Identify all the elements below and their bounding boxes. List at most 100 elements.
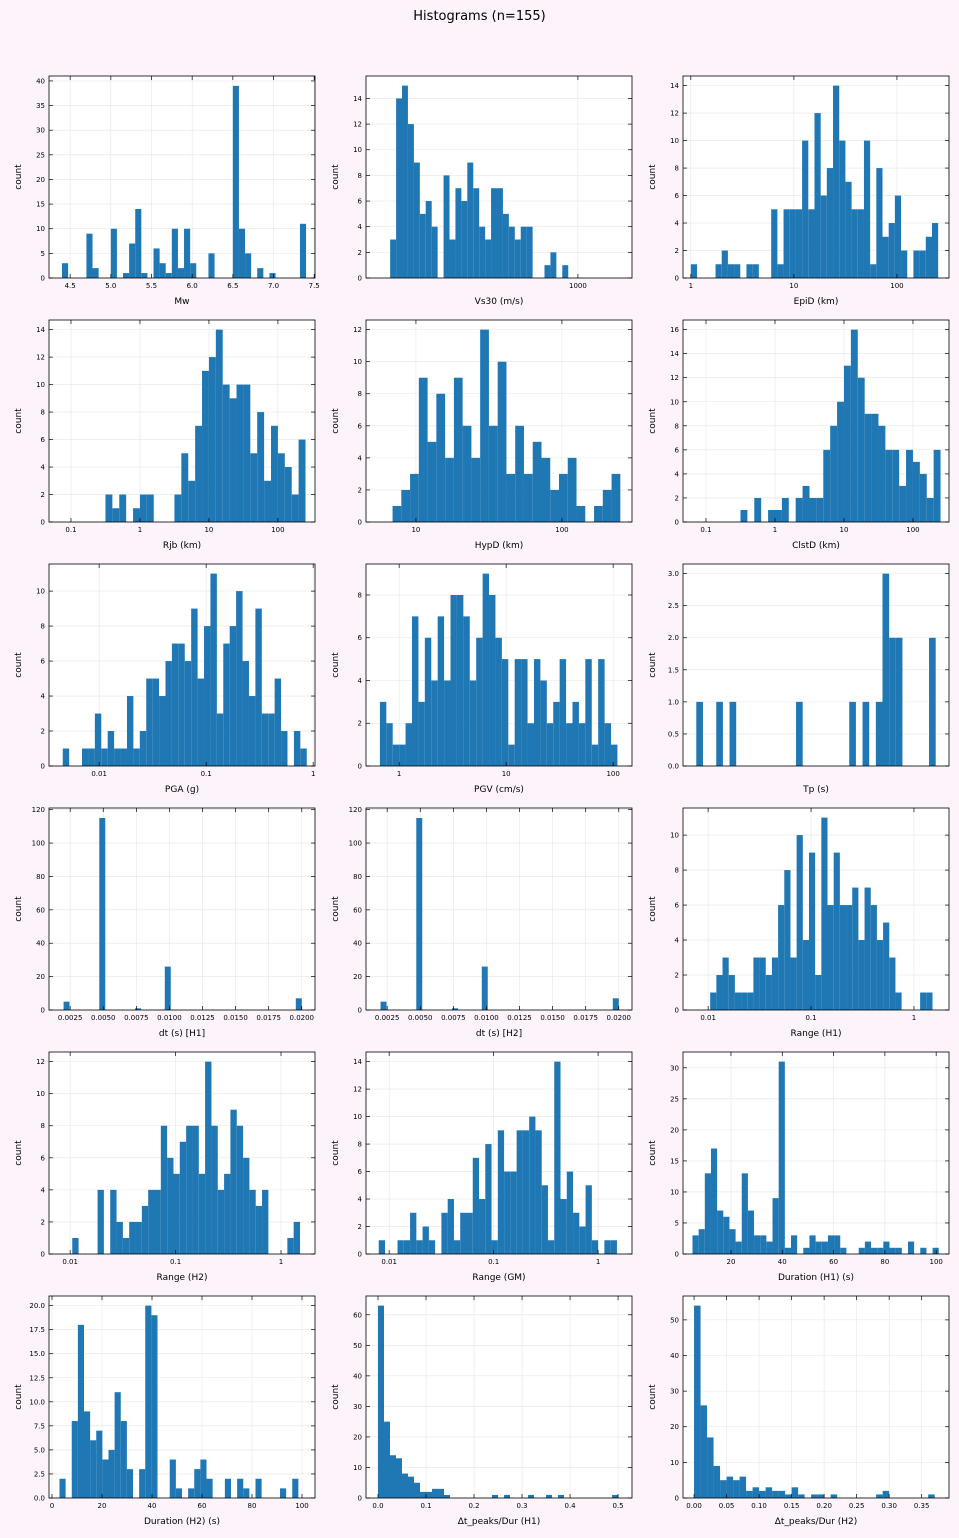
bar xyxy=(726,1476,734,1498)
subplot: 1 10 100 0 2 4 6 8 PGV (cm/s) count xyxy=(331,563,633,795)
bar xyxy=(715,264,722,278)
bar xyxy=(105,494,113,522)
bar xyxy=(541,457,551,522)
bar xyxy=(208,253,215,278)
y-tick-label: 2 xyxy=(358,1223,362,1231)
bar xyxy=(883,922,890,1010)
bar xyxy=(833,852,840,1010)
bar xyxy=(591,744,599,766)
bar xyxy=(402,1473,409,1498)
bar xyxy=(877,1247,884,1254)
y-tick-label: 8 xyxy=(41,1122,45,1130)
bar xyxy=(444,680,451,766)
x-axis-label: Range (H2) xyxy=(157,1273,208,1283)
bar xyxy=(753,957,760,1010)
bar xyxy=(553,701,560,766)
bar xyxy=(82,748,89,766)
y-tick-label: 2 xyxy=(675,494,679,502)
y-tick-label: 20 xyxy=(36,176,45,184)
y-tick-label: 30 xyxy=(353,1403,362,1411)
bar xyxy=(932,1247,939,1254)
y-tick-label: 2 xyxy=(41,728,45,736)
bar xyxy=(492,1494,499,1498)
bar xyxy=(120,748,127,766)
bar xyxy=(739,1476,747,1498)
y-tick-label: 12 xyxy=(670,374,679,382)
bar xyxy=(230,1109,237,1254)
y-axis-label: count xyxy=(14,652,24,678)
bar xyxy=(466,1212,473,1254)
y-axis-label: count xyxy=(331,164,341,190)
x-tick-label: 0.0175 xyxy=(573,1014,598,1022)
bar xyxy=(508,226,515,278)
bar xyxy=(455,188,462,278)
bar xyxy=(514,659,522,766)
bar xyxy=(871,1247,878,1254)
bar xyxy=(419,213,426,278)
y-tick-label: 20 xyxy=(670,1126,679,1134)
bar xyxy=(532,441,542,522)
bar xyxy=(843,365,851,522)
plot-frame xyxy=(365,75,633,279)
bar xyxy=(245,253,252,278)
bar xyxy=(432,1488,439,1498)
bar xyxy=(528,1494,535,1498)
bar xyxy=(752,1487,760,1498)
y-tick-label: 6 xyxy=(41,1154,46,1162)
x-tick-label: 0.0050 xyxy=(408,1014,433,1022)
bar xyxy=(895,1247,902,1254)
bar xyxy=(733,1480,740,1498)
x-tick-label: 0.01 xyxy=(62,1258,78,1266)
y-tick-label: 12 xyxy=(353,1086,362,1094)
bar xyxy=(747,992,754,1010)
bar xyxy=(257,268,264,278)
x-axis-label: Duration (H2) (s) xyxy=(144,1517,220,1527)
bar xyxy=(771,957,779,1010)
bar xyxy=(559,473,568,522)
bar xyxy=(236,1125,244,1254)
bar xyxy=(882,573,890,766)
bar xyxy=(907,1241,915,1254)
bar xyxy=(540,680,547,766)
y-tick-label: 2 xyxy=(675,247,679,255)
y-tick-label: 15 xyxy=(670,1157,679,1165)
x-axis-label: PGV (cm/s) xyxy=(474,785,524,795)
bar xyxy=(456,594,464,766)
x-tick-label: 1 xyxy=(279,1258,283,1266)
bar xyxy=(864,1241,872,1254)
bar xyxy=(122,1237,130,1254)
bar xyxy=(135,1221,142,1254)
x-tick-label: 1 xyxy=(773,526,777,534)
bar xyxy=(271,425,278,522)
y-tick-label: 0 xyxy=(675,275,679,283)
bar xyxy=(453,1240,461,1254)
bar xyxy=(90,1440,97,1498)
bar xyxy=(876,1494,883,1498)
subplot: 0.1 1 10 100 0 2 4 6 8 10 12 14 16 ClstD (km) count xyxy=(648,319,950,551)
y-axis-label: count xyxy=(331,896,341,922)
y-tick-label: 14 xyxy=(36,326,45,334)
figure-title: Histograms (n=155) xyxy=(413,9,545,24)
bar xyxy=(416,1240,423,1254)
x-tick-label: 80 xyxy=(248,1502,257,1510)
y-tick-label: 10 xyxy=(36,381,45,389)
y-tick-label: 6 xyxy=(41,658,46,666)
y-axis-label: count xyxy=(648,1140,658,1166)
bar xyxy=(217,1189,225,1254)
y-tick-label: 60 xyxy=(36,906,45,914)
bar xyxy=(889,637,896,766)
bar xyxy=(526,226,533,278)
bar xyxy=(479,1199,486,1254)
bar xyxy=(933,449,941,522)
y-tick-label: 6 xyxy=(675,192,680,200)
bar xyxy=(438,1488,445,1498)
bar xyxy=(522,1130,530,1254)
bar xyxy=(554,1061,561,1254)
y-tick-label: 40 xyxy=(36,77,45,85)
bar xyxy=(110,1189,117,1254)
bar xyxy=(790,957,797,1010)
y-tick-label: 2 xyxy=(41,491,45,499)
x-tick-label: 6.5 xyxy=(227,282,238,290)
bar xyxy=(729,701,737,766)
y-tick-label: 10 xyxy=(670,832,679,840)
